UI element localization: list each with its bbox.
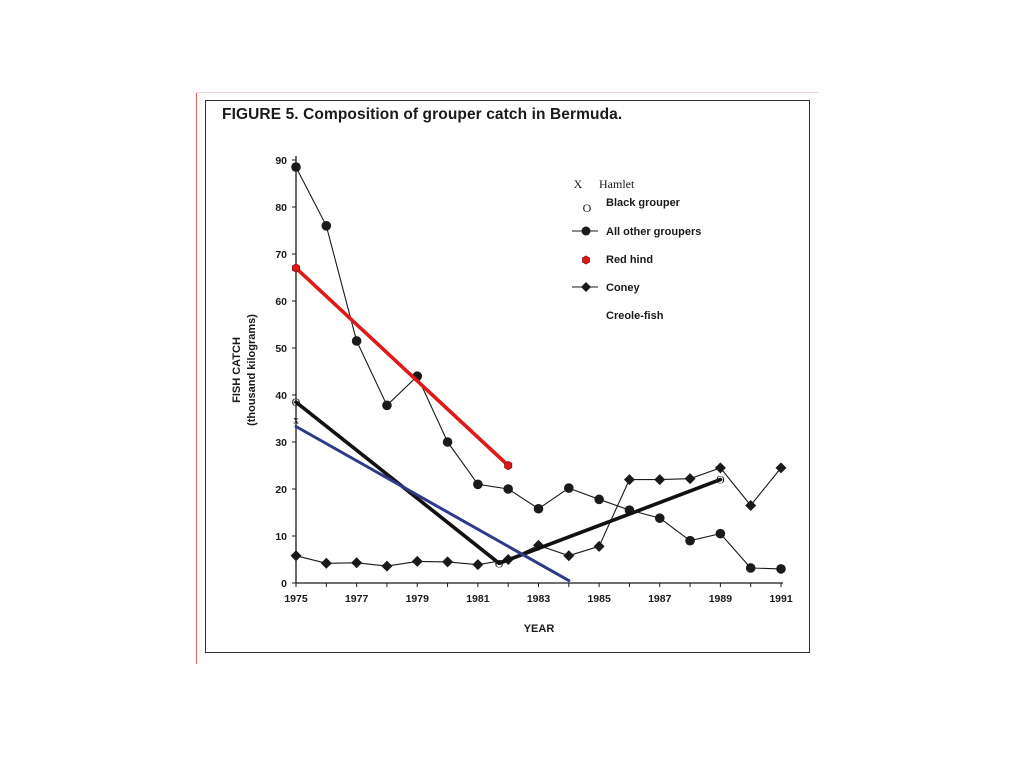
figure-title: FIGURE 5. Composition of grouper catch i… — [222, 106, 623, 123]
series-line — [294, 400, 723, 566]
data-point-circle — [503, 484, 513, 494]
data-point-circle — [564, 483, 574, 493]
data-point-diamond — [654, 474, 666, 486]
x-axis-title: YEAR — [524, 623, 555, 635]
y-axis-subtitle: (thousand kilograms) — [246, 314, 258, 426]
series-coney — [290, 462, 787, 572]
legend-item-black: O Black grouper — [583, 197, 681, 215]
data-point-diamond — [745, 499, 757, 511]
y-tick-label: 0 — [281, 578, 287, 590]
data-point-circle — [291, 162, 301, 172]
series-line — [294, 425, 571, 583]
data-point-circle — [533, 503, 544, 514]
data-point-circle — [442, 437, 453, 447]
data-point-diamond — [381, 560, 393, 572]
x-tick-label: 1983 — [527, 593, 551, 605]
data-point-circle — [654, 513, 665, 523]
data-point-diamond — [411, 555, 423, 567]
legend-label: All other groupers — [606, 226, 701, 238]
slide-edge-line-top — [196, 92, 818, 93]
data-point-o: O — [716, 473, 725, 487]
data-point-circle — [776, 564, 786, 574]
data-point-circle — [594, 494, 604, 505]
data-point-hexagon — [504, 460, 513, 471]
series-all-other-groupers — [291, 162, 786, 574]
series: O O Ox — [290, 162, 787, 583]
data-point-circle — [685, 535, 695, 546]
y-tick-label: 70 — [275, 249, 287, 261]
data-point-circle — [321, 221, 332, 231]
x-tick-label: 1985 — [587, 593, 611, 605]
legend: X Hamlet O Black grouper All other groupers R… — [572, 177, 701, 322]
legend-item-allother: All other groupers — [572, 226, 701, 238]
x-tick-label: 1987 — [648, 593, 672, 605]
data-point-diamond — [775, 462, 787, 474]
data-point-x: x — [293, 412, 299, 426]
legend-marker-circle — [581, 226, 591, 236]
data-point-circle — [745, 563, 756, 573]
y-tick-label: 50 — [275, 343, 287, 355]
axes — [295, 156, 783, 584]
data-point-diamond — [442, 556, 454, 568]
x-tick-label: 1991 — [769, 593, 793, 605]
data-point-diamond — [563, 550, 575, 562]
legend-marker-hexagon — [582, 255, 590, 265]
legend-marker-x: X — [574, 177, 583, 191]
data-point-circle — [473, 479, 483, 490]
data-point-circle — [382, 400, 392, 411]
y-tick-label: 10 — [275, 531, 287, 543]
x-tick-label: 1975 — [284, 593, 308, 605]
legend-label: Red hind — [606, 254, 653, 266]
x-tick-label: 1981 — [466, 593, 490, 605]
legend-item-hamlet: X Hamlet — [574, 177, 635, 191]
data-point-diamond — [623, 474, 635, 486]
legend-label: Creole-fish — [606, 310, 664, 322]
legend-item-coney: Coney — [572, 282, 641, 294]
data-point-diamond — [593, 540, 605, 552]
data-point-circle — [351, 336, 362, 346]
data-point-o: O — [495, 556, 504, 570]
data-point-diamond — [472, 559, 484, 571]
data-point-o: O — [292, 395, 301, 409]
x-tick-label: 1977 — [345, 593, 369, 605]
data-point-diamond — [714, 462, 726, 474]
legend-label: Hamlet — [599, 177, 635, 191]
data-point-hexagon — [291, 263, 301, 273]
data-point-circle — [715, 528, 726, 539]
axis-ticks: 0 10 20 30 40 50 60 70 80 90 1975 1977 1979 1981 1983 1… — [275, 155, 793, 605]
legend-item-creole: Creole-fish — [606, 310, 664, 322]
y-tick-label: 30 — [275, 437, 287, 449]
series-hamlet: x — [293, 412, 571, 583]
slide-edge-line — [196, 92, 197, 664]
legend-marker-diamond — [581, 282, 591, 292]
series-red-hind — [291, 263, 513, 471]
data-point-diamond — [290, 550, 302, 562]
y-tick-label: 40 — [275, 390, 287, 402]
legend-label: Coney — [606, 282, 641, 294]
x-tick-label: 1989 — [709, 593, 733, 605]
series-black-grouper: O O O — [292, 395, 725, 570]
legend-item-redhind: Red hind — [582, 254, 653, 266]
y-tick-label: 80 — [275, 202, 287, 214]
series-line — [294, 266, 511, 468]
data-point-diamond — [320, 557, 332, 569]
y-tick-label: 20 — [275, 484, 287, 496]
y-tick-label: 90 — [275, 155, 287, 167]
legend-marker-o: O — [583, 201, 592, 215]
data-point-diamond — [684, 473, 696, 485]
legend-label: Black grouper — [606, 197, 681, 209]
y-axis-title: FISH CATCH — [231, 337, 243, 403]
data-point-diamond — [351, 557, 363, 569]
y-tick-label: 60 — [275, 296, 287, 308]
x-tick-label: 1979 — [406, 593, 430, 605]
